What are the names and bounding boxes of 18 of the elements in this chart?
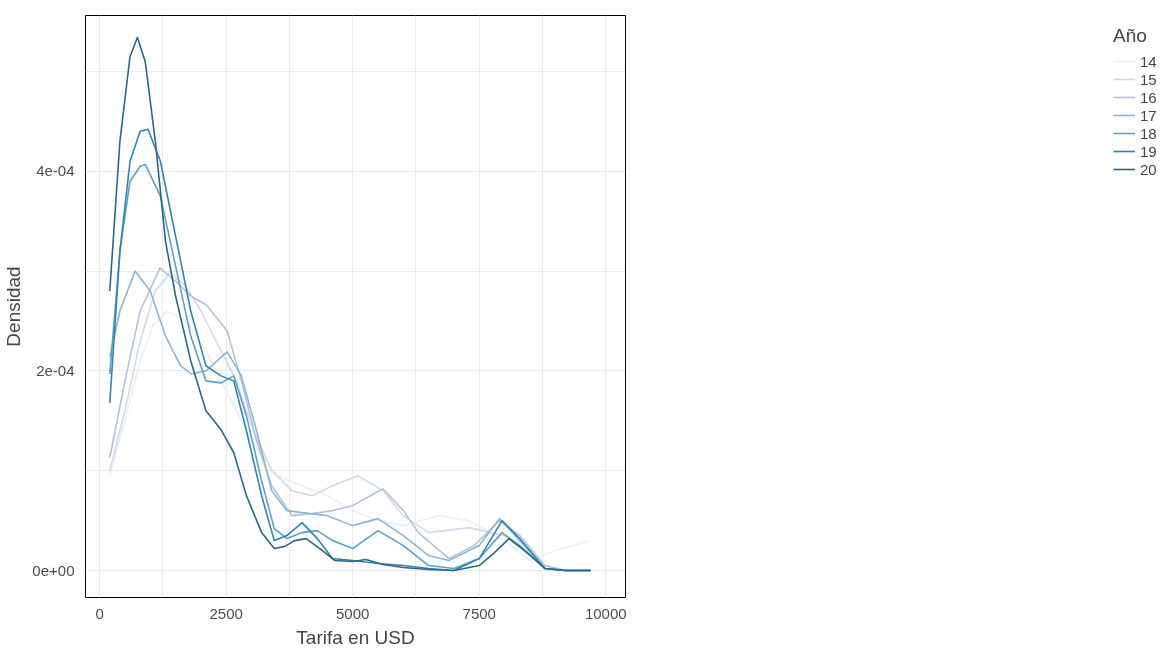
legend-label: 17 <box>1140 106 1158 124</box>
y-tick-label: 4e-04 <box>36 162 75 180</box>
legend-label: 16 <box>1140 88 1158 106</box>
legend-label: 14 <box>1140 52 1158 70</box>
x-tick-label: 10000 <box>584 604 627 622</box>
y-tick-label: 2e-04 <box>36 361 75 379</box>
y-tick-label: 0e+00 <box>32 561 75 579</box>
y-axis-title: Densidad <box>3 266 25 347</box>
x-tick-label: 0 <box>95 604 104 622</box>
x-axis-title: Tarifa en USD <box>296 626 415 648</box>
legend-label: 20 <box>1140 160 1158 178</box>
legend-title: Año <box>1113 25 1148 47</box>
x-tick-label: 7500 <box>462 604 496 622</box>
x-tick-label: 2500 <box>209 604 243 622</box>
legend-label: 19 <box>1140 142 1158 160</box>
legend-label: 15 <box>1140 70 1158 88</box>
x-tick-label: 5000 <box>336 604 370 622</box>
legend-label: 18 <box>1140 124 1158 142</box>
